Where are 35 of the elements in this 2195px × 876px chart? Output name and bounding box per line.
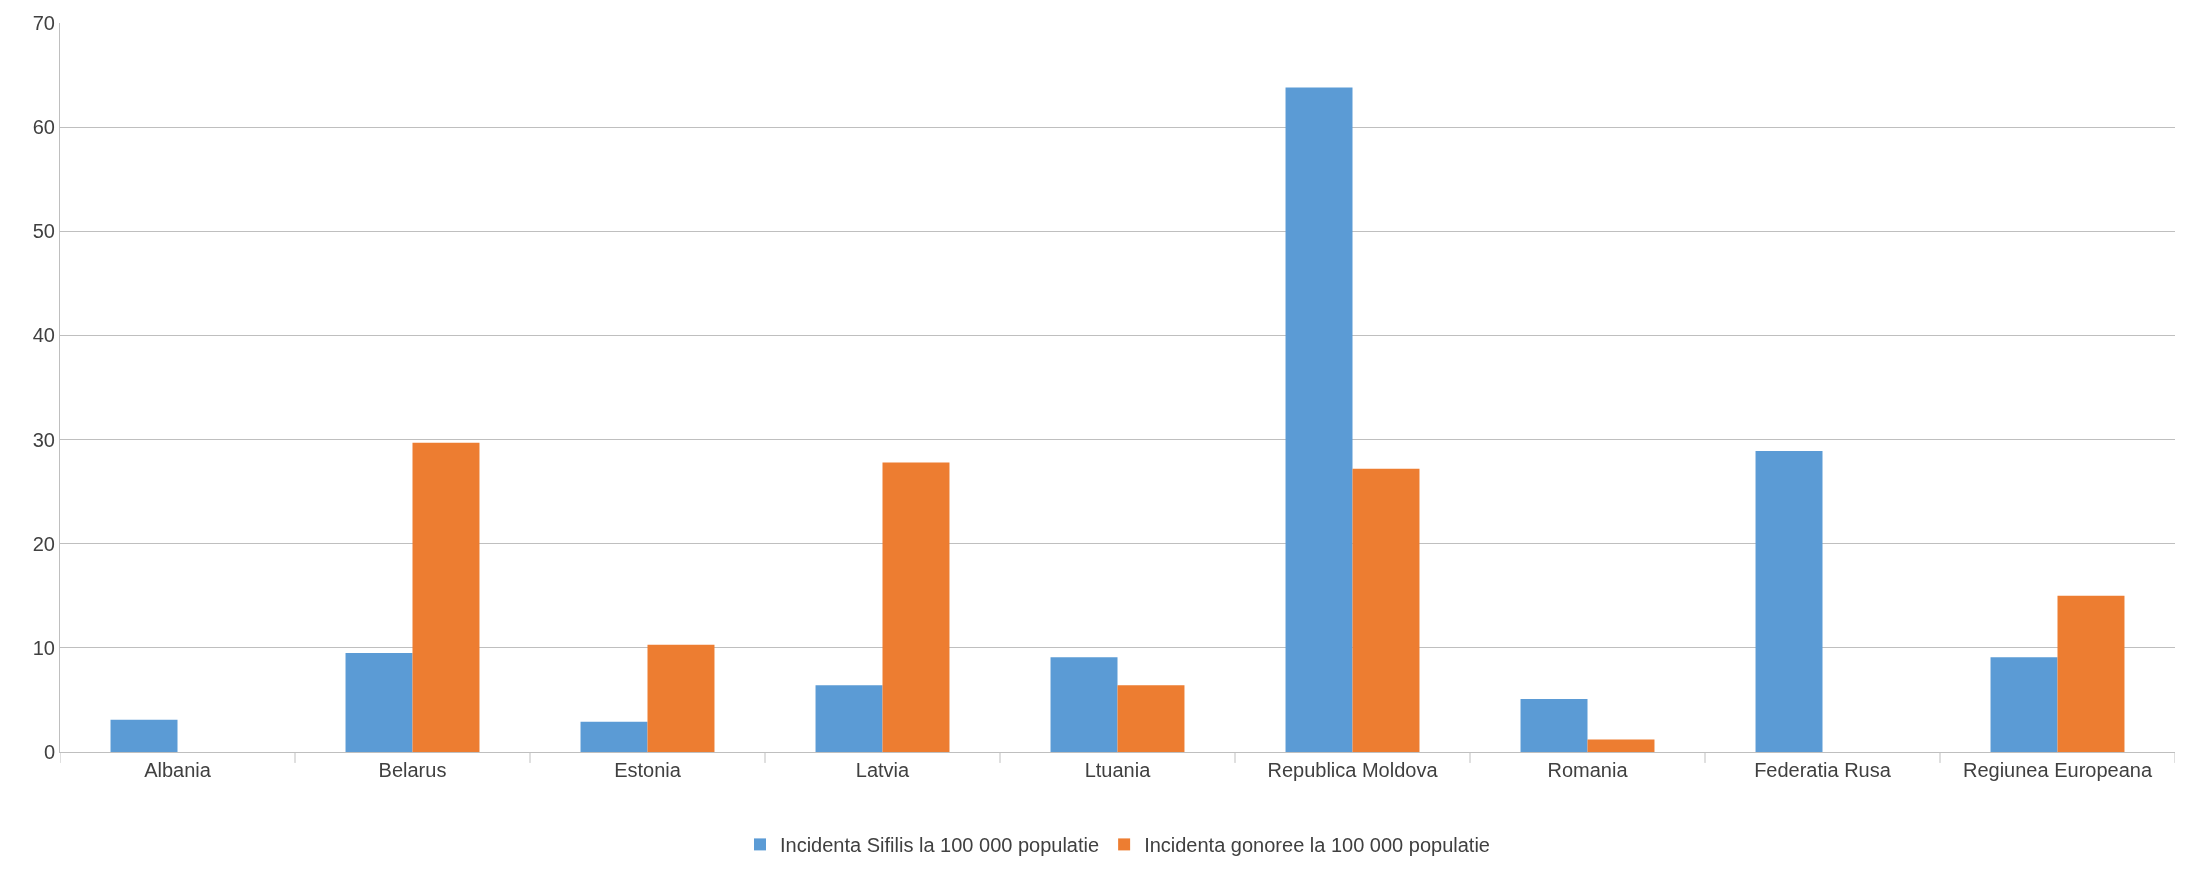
x-tick-label: Regiunea Europeana bbox=[1962, 759, 2153, 781]
x-tick-label: Belarus bbox=[378, 759, 447, 781]
y-tick-label: 50 bbox=[32, 220, 55, 243]
legend-label: Incidenta Sifilis la 100 000 populatie bbox=[780, 834, 1100, 857]
x-tick-label: Republica Moldova bbox=[1267, 759, 1439, 781]
y-tick-label: 0 bbox=[43, 741, 55, 763]
bar bbox=[1352, 468, 1420, 752]
bar bbox=[2057, 595, 2125, 752]
x-tick-label: Ltuania bbox=[1084, 759, 1152, 781]
bar bbox=[1117, 685, 1185, 752]
bar bbox=[1755, 451, 1823, 752]
x-tick-label: Albania bbox=[144, 759, 212, 781]
bar bbox=[1587, 739, 1655, 752]
y-tick-label: 10 bbox=[32, 636, 55, 659]
bar bbox=[110, 719, 178, 752]
y-tick-label: 20 bbox=[32, 532, 55, 555]
bar bbox=[1520, 698, 1588, 752]
bar bbox=[882, 462, 950, 752]
x-tick-label: Latvia bbox=[855, 759, 911, 781]
bar bbox=[345, 653, 413, 752]
bar bbox=[815, 685, 883, 752]
x-tick-label: Romania bbox=[1547, 759, 1629, 781]
bar bbox=[1050, 657, 1118, 752]
legend-label: Incidenta gonoree la 100 000 populatie bbox=[1144, 834, 1490, 857]
y-tick-label: 70 bbox=[32, 12, 55, 34]
x-tick-label: Estonia bbox=[614, 759, 682, 781]
bar bbox=[580, 721, 648, 752]
bar bbox=[1285, 87, 1353, 752]
y-tick-label: 40 bbox=[32, 324, 55, 347]
y-tick-label: 30 bbox=[32, 428, 55, 451]
y-tick-label: 60 bbox=[32, 116, 55, 139]
bar bbox=[412, 442, 480, 752]
bar bbox=[1990, 657, 2058, 752]
x-tick-label: Federatia Rusa bbox=[1754, 759, 1892, 781]
bar bbox=[647, 644, 715, 752]
